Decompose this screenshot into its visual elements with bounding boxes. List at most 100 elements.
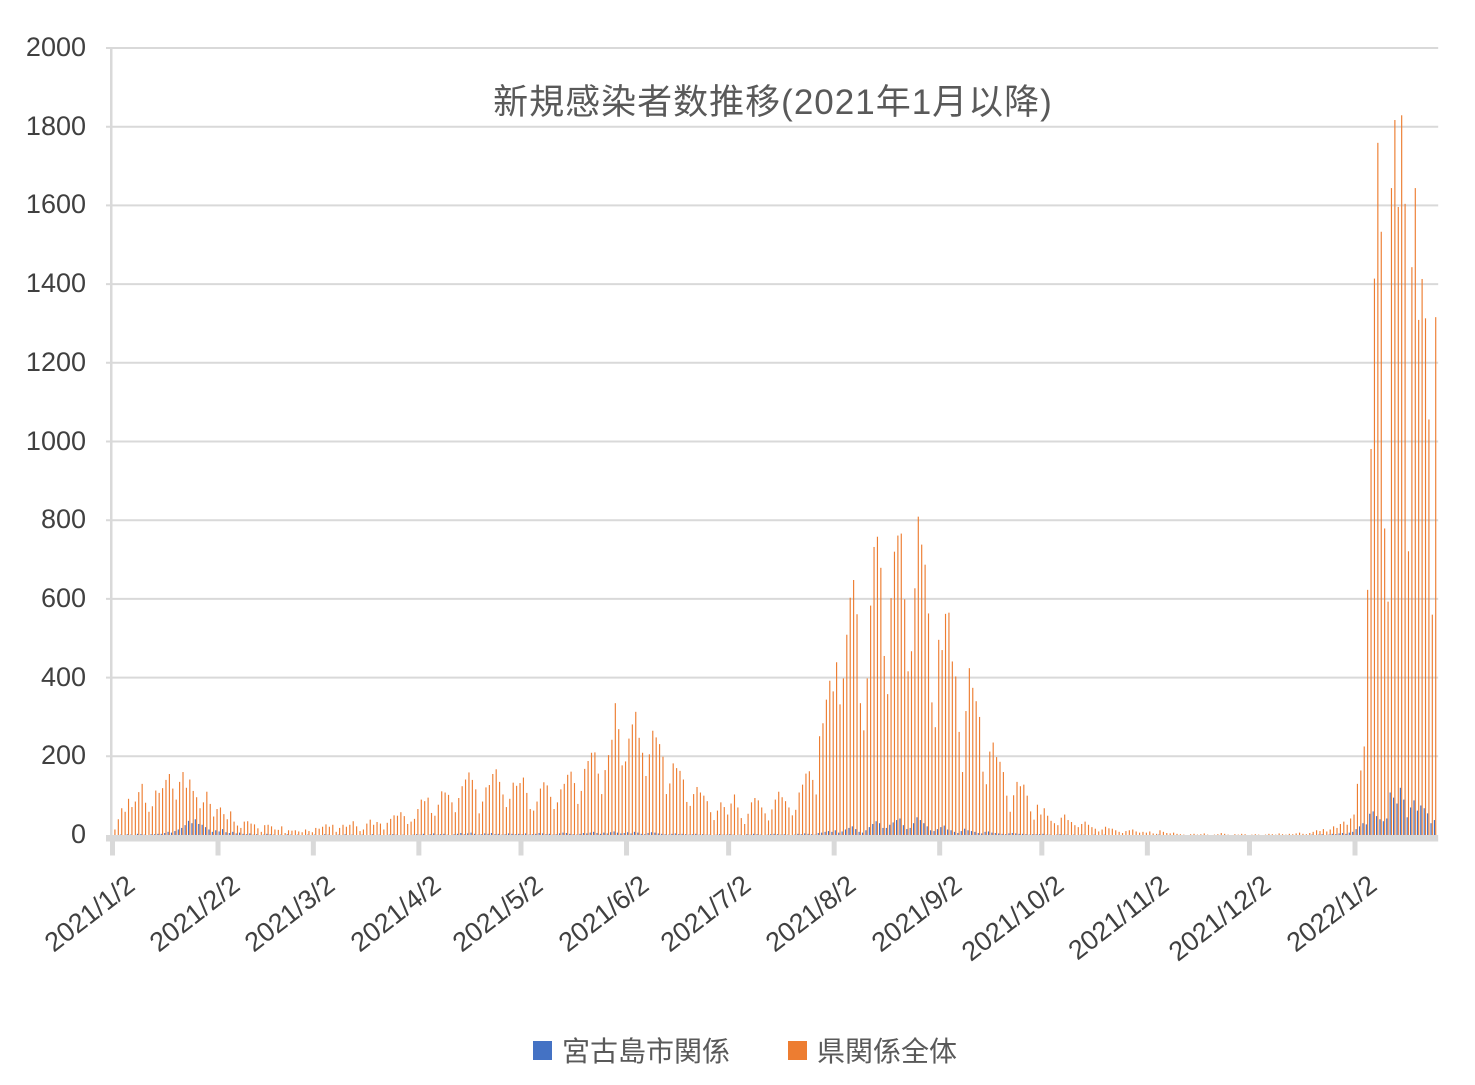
bar	[1004, 834, 1007, 835]
bar	[1016, 781, 1018, 835]
bar	[458, 798, 460, 835]
bar	[654, 832, 656, 835]
axis-tick	[518, 841, 524, 856]
bar	[281, 826, 283, 835]
bar	[1404, 203, 1406, 835]
bar	[518, 833, 520, 835]
y-axis-label: 800	[40, 504, 86, 535]
bar	[232, 831, 234, 835]
bar	[776, 834, 778, 835]
bar	[904, 599, 906, 835]
bar	[345, 826, 347, 835]
bar	[216, 809, 218, 835]
bar	[1413, 800, 1415, 835]
bar	[836, 662, 838, 835]
y-axis-label: 1000	[25, 425, 86, 456]
bar	[127, 798, 130, 835]
bar	[620, 833, 622, 835]
bar	[1087, 824, 1090, 835]
bar	[607, 755, 610, 835]
bar	[400, 812, 402, 835]
bar	[198, 823, 200, 835]
bar	[978, 716, 981, 835]
bar	[1036, 804, 1039, 835]
bar	[177, 829, 179, 835]
bar	[202, 802, 205, 835]
bar	[165, 779, 167, 835]
bar	[778, 791, 780, 836]
bar	[219, 807, 222, 836]
bar	[865, 830, 867, 835]
bar	[151, 806, 153, 835]
bar	[359, 831, 361, 836]
bar	[524, 833, 527, 835]
bar	[838, 832, 840, 835]
bar	[805, 773, 807, 835]
bar	[417, 809, 419, 835]
bar	[269, 834, 271, 835]
bar	[914, 588, 916, 835]
bar	[311, 832, 313, 835]
bar	[1401, 115, 1403, 836]
bar	[1396, 803, 1398, 835]
bar	[822, 723, 824, 835]
axis-tick	[1144, 841, 1150, 856]
bar	[478, 813, 480, 835]
bar	[689, 805, 691, 835]
bar	[201, 824, 203, 835]
bar	[1377, 142, 1379, 835]
bar	[1145, 832, 1147, 835]
bar	[502, 794, 504, 835]
bar	[652, 730, 654, 835]
bar	[706, 801, 708, 835]
bar	[614, 703, 616, 835]
bar	[961, 772, 964, 835]
bar	[572, 834, 574, 835]
bar	[1345, 833, 1347, 835]
bar	[679, 770, 681, 835]
bar	[184, 825, 186, 835]
bar	[1023, 784, 1025, 835]
bar	[1111, 828, 1113, 835]
bar	[1013, 795, 1015, 835]
bar	[240, 827, 242, 835]
bar	[1418, 319, 1420, 835]
bar	[322, 826, 324, 835]
bar	[1336, 827, 1338, 835]
bar	[1035, 834, 1037, 835]
bar	[213, 816, 215, 835]
bar	[827, 831, 830, 836]
bar	[819, 736, 821, 835]
bar	[972, 687, 974, 835]
bar	[718, 834, 721, 835]
bar	[463, 834, 465, 835]
bar	[801, 784, 804, 835]
bar	[669, 783, 671, 835]
bar	[396, 815, 399, 835]
bar	[640, 833, 642, 835]
bar	[1011, 833, 1013, 835]
bar	[1098, 831, 1100, 835]
legend-label-miyakojima: 宮古島市関係	[561, 1036, 730, 1067]
bar	[339, 827, 341, 835]
bar	[655, 737, 657, 835]
bar	[325, 824, 327, 835]
bar	[570, 771, 572, 835]
bar	[580, 790, 582, 835]
bar	[1070, 822, 1073, 835]
bar	[909, 827, 911, 835]
bar	[613, 831, 615, 835]
bar	[851, 826, 853, 835]
bar	[504, 834, 506, 835]
bar	[999, 761, 1001, 835]
bar	[604, 770, 606, 835]
bar	[420, 799, 422, 835]
bar	[168, 774, 170, 835]
bar	[249, 833, 251, 835]
bar	[774, 799, 776, 835]
bar	[727, 814, 729, 835]
bar	[637, 832, 639, 835]
bar	[141, 783, 143, 836]
bar	[647, 833, 649, 835]
bar	[1101, 829, 1103, 835]
